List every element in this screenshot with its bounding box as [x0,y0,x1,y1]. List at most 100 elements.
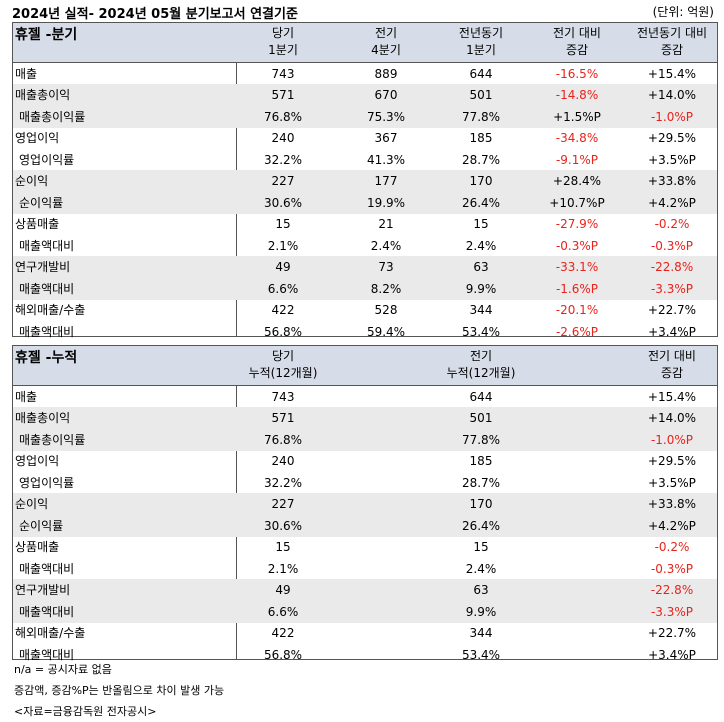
cumulative-table-cell: 185 [469,454,493,468]
quarter-table-cell: 2.4% [370,239,402,253]
cumulative-table-row: 해외매출/수출 422 344 +22.7% [13,622,717,644]
cumulative-table-cell: 240 [271,454,295,468]
quarter-table-column-header: 전기 대비 증감 [532,23,622,62]
footer-note-na: n/a = 공시자료 없음 [14,663,112,676]
quarter-table-row-label: 연구개발비 [15,260,71,274]
quarter-table-row: 매출 743 889 644 -16.5% +15.4% [13,63,717,85]
quarter-table-column-header-line2: 증감 [660,43,684,57]
cumulative-table-column-header-line2: 누적(12개월) [248,366,318,380]
cumulative-table-cell: -22.8% [650,583,694,597]
quarter-table-row-label: 상품매출 [15,217,60,231]
quarter-table-row: 순이익 227 177 170 +28.4% +33.8% [13,170,717,192]
report-header: 2024년 실적- 2024년 05월 분기보고서 연결기준 (단위: 억원) [12,2,716,22]
quarter-table-cell: -14.8% [555,88,599,102]
cumulative-table-row: 매출총이익률 76.8% 77.8% -1.0%P [13,429,717,451]
quarter-table-cell: -34.8% [555,131,599,145]
cumulative-table-cell: -0.3%P [650,562,694,576]
cumulative-table-row: 순이익률 30.6% 26.4% +4.2%P [13,515,717,537]
quarter-table-cell: 227 [271,174,295,188]
cumulative-table-cell: +3.4%P [648,648,696,662]
cumulative-table-cell: +14.0% [647,411,697,425]
cumulative-table-cell: 644 [469,390,493,404]
cumulative-table-column-header: 전기 대비 증감 [627,346,717,385]
quarter-table-cell: 644 [469,67,493,81]
report-title: 2024년 실적- 2024년 05월 분기보고서 연결기준 [12,7,298,22]
cumulative-table-cell: 2.4% [465,562,497,576]
quarter-table-cell: 889 [374,67,398,81]
quarter-table-row-label: 영업이익 [15,131,60,145]
quarter-table-cell: +28.4% [552,174,602,188]
cumulative-table-row: 매출액대비 6.6% 9.9% -3.3%P [13,601,717,623]
quarter-table-cell: 26.4% [461,196,501,210]
quarter-table-cell: 30.6% [263,196,303,210]
quarter-table-cell: 6.6% [267,282,299,296]
quarter-table-column-header: 전년동기 1분기 [431,23,531,62]
quarter-table-cell: 75.3% [366,110,406,124]
cumulative-table-cell: +29.5% [647,454,697,468]
quarter-table-cell: 9.9% [465,282,497,296]
quarter-table-cell: 240 [271,131,295,145]
cumulative-table-cell: 15 [275,540,291,554]
cumulative-table-row: 매출총이익 571 501 +14.0% [13,407,717,429]
cumulative-table-cell: 9.9% [465,605,497,619]
cumulative-table-row: 매출액대비 56.8% 53.4% +3.4%P [13,644,717,666]
cumulative-table-row: 매출 743 644 +15.4% [13,386,717,408]
cumulative-table-cell: 422 [271,626,295,640]
quarter-table-cell: 170 [469,174,493,188]
quarter-table-cell: 15 [275,217,291,231]
quarter-table-row: 매출총이익 571 670 501 -14.8% +14.0% [13,84,717,106]
quarter-table-cell: +22.7% [647,303,697,317]
cumulative-table-row-label: 매출총이익 [15,411,71,425]
quarter-table-cell: -16.5% [555,67,599,81]
cumulative-table-cell: 2.1% [267,562,299,576]
quarter-table-row: 매출액대비 2.1% 2.4% 2.4% -0.3%P -0.3%P [13,235,717,257]
cumulative-table-cell: 56.8% [263,648,303,662]
quarter-table-cell: +1.5%P [553,110,601,124]
quarter-table-row: 연구개발비 49 73 63 -33.1% -22.8% [13,256,717,278]
quarter-table-cell: 501 [469,88,493,102]
quarter-table-cell: 2.4% [465,239,497,253]
quarter-table: 휴젤 -분기 당기 1분기 전기 4분기 전년동기 1분기 전기 대비 증감 전년동기 대비 증감… [12,22,718,339]
cumulative-table-cell: 30.6% [263,519,303,533]
quarter-table-column-header-line1: 전기 대비 [553,26,601,40]
cumulative-table-cell: +22.7% [647,626,697,640]
quarter-table-cell: -22.8% [650,260,694,274]
cumulative-table-cell: 49 [275,583,291,597]
cumulative-table-row: 영업이익률 32.2% 28.7% +3.5%P [13,472,717,494]
quarter-table-cell: +10.7%P [549,196,605,210]
quarter-table-cell: 2.1% [267,239,299,253]
quarter-table-cell: -0.2% [654,217,690,231]
quarter-table-cell: 41.3% [366,153,406,167]
cumulative-table-column-header-line1: 전기 [469,349,493,363]
quarter-table-row-label: 매출액대비 [19,239,75,253]
cumulative-table-column-header-line1: 당기 [271,349,295,363]
quarter-table-cell: 73 [378,260,394,274]
quarter-table-row-label: 순이익률 [19,196,64,210]
quarter-table-row-label: 매출 [15,67,38,81]
cumulative-table-cell: 63 [473,583,489,597]
quarter-table-row: 매출액대비 56.8% 59.4% 53.4% -2.6%P +3.4%P [13,321,717,343]
cumulative-table-row-label: 상품매출 [15,540,60,554]
cumulative-table-row-label: 매출액대비 [19,562,75,576]
quarter-table-cell: -3.3%P [650,282,694,296]
quarter-table-cell: +33.8% [647,174,697,188]
quarter-table-cell: 19.9% [366,196,406,210]
quarter-table-cell: 76.8% [263,110,303,124]
cumulative-table-cell: 170 [469,497,493,511]
cumulative-table-row-label: 순이익 [15,497,49,511]
quarter-table-cell: 63 [473,260,489,274]
cumulative-table: 휴젤 -누적 당기 누적(12개월) 전기 누적(12개월) 전기 대비 증감 매출 743… [12,345,718,662]
quarter-table-cell: -20.1% [555,303,599,317]
quarter-table-row: 영업이익 240 367 185 -34.8% +29.5% [13,127,717,149]
cumulative-table-row: 순이익 227 170 +33.8% [13,493,717,515]
quarter-table-row: 해외매출/수출 422 528 344 -20.1% +22.7% [13,299,717,321]
cumulative-table-cell: 227 [271,497,295,511]
cumulative-table-cell: -3.3%P [650,605,694,619]
quarter-table-column-header-line2: 4분기 [371,43,401,57]
quarter-table-cell: 571 [271,88,295,102]
quarter-table-column-header: 당기 1분기 [233,23,333,62]
cumulative-table-cell: -0.2% [654,540,690,554]
unit-label: (단위: 억원) [652,5,714,19]
cumulative-table-cell: 77.8% [461,433,501,447]
cumulative-table-row-label: 연구개발비 [15,583,71,597]
